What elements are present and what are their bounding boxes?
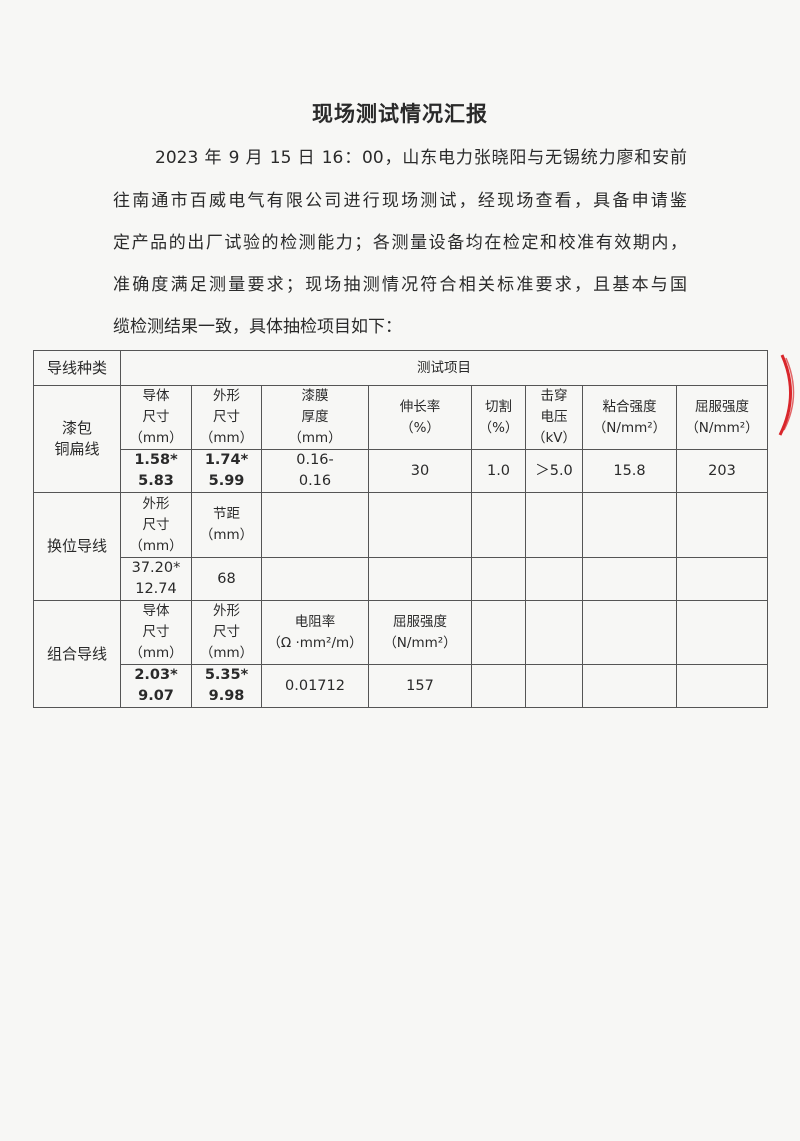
cell-value: 68 <box>191 557 262 601</box>
paragraph-line: 定产品的出厂试验的检测能力；各测量设备均在检定和校准有效期内， <box>113 233 687 253</box>
cell-label: 屈服强度 （N/mm²） <box>676 385 768 450</box>
enameled-value-row: 1.58* 5.83 1.74* 5.99 0.16- 0.16 30 1.0 … <box>34 449 768 493</box>
cell-value: 15.8 <box>582 449 677 493</box>
cell-value: 30 <box>368 449 472 493</box>
cell-label <box>676 600 768 665</box>
cell-value: ＞5.0 <box>525 449 583 493</box>
cell-value: 1.58* 5.83 <box>120 449 192 493</box>
cell-label <box>525 492 583 558</box>
combined-value-row: 2.03* 9.07 5.35* 9.98 0.01712 157 <box>34 664 768 708</box>
cell-value: 0.16- 0.16 <box>261 449 369 493</box>
cell-value <box>471 664 526 708</box>
cell-value <box>582 557 677 601</box>
cell-value <box>582 664 677 708</box>
cell-label: 导体 尺寸 （mm） <box>120 385 192 450</box>
table-header-row: 导线种类 测试项目 <box>33 350 768 386</box>
cell-label <box>582 492 677 558</box>
cell-label <box>582 600 677 665</box>
kind-combined: 组合导线 <box>33 600 121 708</box>
header-conductor-type: 导线种类 <box>33 350 121 386</box>
cell-label: 导体 尺寸 （mm） <box>120 600 192 665</box>
cell-label: 屈服强度 （N/mm²） <box>368 600 472 665</box>
cell-label: 粘合强度 （N/mm²） <box>582 385 677 450</box>
cell-label <box>525 600 583 665</box>
cell-value: 1.74* 5.99 <box>191 449 262 493</box>
cell-label: 伸长率 （%） <box>368 385 472 450</box>
paragraph-line: 2023 年 9 月 15 日 16：00，山东电力张晓阳与无锡统力廖和安前 <box>155 148 687 168</box>
combined-label-row: 组合导线 导体 尺寸 （mm） 外形 尺寸 （mm） 电阻率 （Ω ·mm²/m… <box>33 600 768 708</box>
cell-label: 切割 （%） <box>471 385 526 450</box>
cell-value: 5.35* 9.98 <box>191 664 262 708</box>
cell-value: 203 <box>676 449 768 493</box>
kind-transposed: 换位导线 <box>33 492 121 601</box>
cell-label: 外形 尺寸 （mm） <box>120 492 192 558</box>
transposed-label-row: 换位导线 外形 尺寸 （mm） 节距 （mm） <box>33 492 768 601</box>
cell-value <box>676 557 768 601</box>
cell-label: 外形 尺寸 （mm） <box>191 385 262 450</box>
cell-label <box>676 492 768 558</box>
cell-label: 击穿 电压 （kV） <box>525 385 583 450</box>
cell-value: 2.03* 9.07 <box>120 664 192 708</box>
cell-value: 1.0 <box>471 449 526 493</box>
cell-value <box>525 664 583 708</box>
cell-value: 0.01712 <box>261 664 369 708</box>
cell-label <box>471 600 526 665</box>
cell-label <box>471 492 526 558</box>
cell-label <box>261 492 369 558</box>
cell-label: 电阻率 （Ω ·mm²/m） <box>261 600 369 665</box>
cell-value: 37.20* 12.74 <box>120 557 192 601</box>
cell-label: 外形 尺寸 （mm） <box>191 600 262 665</box>
test-items-table: 导线种类 测试项目 漆包 铜扁线 导体 尺寸 （mm） 外形 尺寸 （mm） 漆… <box>33 350 768 708</box>
document-title: 现场测试情况汇报 <box>312 102 488 126</box>
cell-value <box>525 557 583 601</box>
red-seal-edge <box>778 354 795 436</box>
cell-value: 157 <box>368 664 472 708</box>
kind-enameled: 漆包 铜扁线 <box>33 385 121 493</box>
paragraph-line: 往南通市百威电气有限公司进行现场测试，经现场查看，具备申请鉴 <box>113 191 687 211</box>
paragraph-line: 准确度满足测量要求；现场抽测情况符合相关标准要求，且基本与国 <box>113 275 687 295</box>
transposed-value-row: 37.20* 12.74 68 <box>34 557 768 601</box>
cell-value <box>368 557 472 601</box>
cell-value <box>261 557 369 601</box>
cell-value <box>471 557 526 601</box>
cell-value <box>676 664 768 708</box>
enameled-label-row: 漆包 铜扁线 导体 尺寸 （mm） 外形 尺寸 （mm） 漆膜 厚度 （mm） … <box>33 385 768 493</box>
header-test-items: 测试项目 <box>120 350 768 386</box>
paragraph-line: 缆检测结果一致，具体抽检项目如下： <box>113 317 402 337</box>
cell-label: 漆膜 厚度 （mm） <box>261 385 369 450</box>
cell-label <box>368 492 472 558</box>
cell-label: 节距 （mm） <box>191 492 262 558</box>
